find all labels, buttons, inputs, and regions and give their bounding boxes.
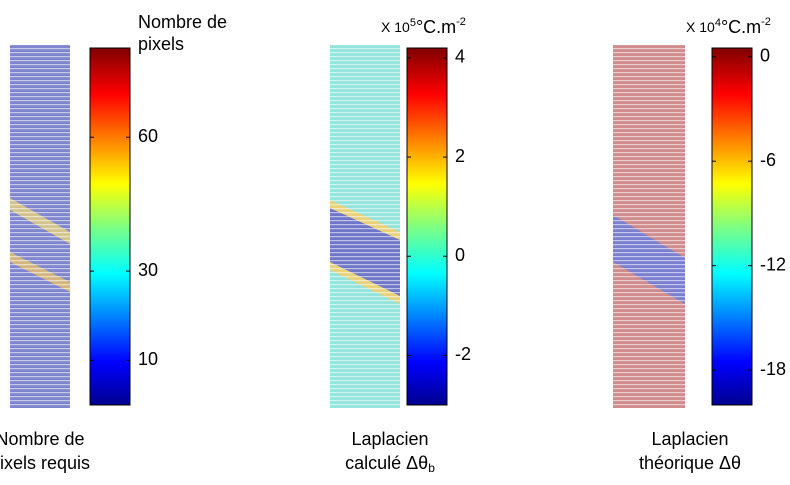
caption-subscript: b: [428, 461, 435, 475]
colorbar-tick-label: -2: [455, 344, 471, 364]
colorbar-tick-label: -12: [760, 254, 786, 274]
colorbar-tick-label: 0: [455, 245, 465, 265]
caption-text: Laplacien: [651, 429, 728, 449]
colorbar-tick-label: 10: [138, 349, 158, 369]
colorbar-tick-label: 0: [760, 45, 770, 65]
colorbar: [89, 47, 131, 406]
unit-part: X 10: [381, 19, 410, 35]
unit-part: 4: [715, 17, 721, 29]
colorbar-tick-label: 60: [138, 126, 158, 146]
heatmap-image: [330, 45, 400, 408]
heatmap-image: [10, 45, 70, 408]
caption: Laplacien: [651, 429, 728, 449]
caption: calculé Δθb: [345, 453, 435, 475]
unit-part: -2: [761, 16, 771, 28]
colorbar-tick-label: 4: [455, 47, 465, 67]
colorbar-tick-label: -18: [760, 359, 786, 379]
caption-text: calculé Δθ: [345, 453, 428, 473]
colorbar: [711, 47, 753, 406]
caption-text: Nombre de: [0, 429, 85, 449]
colorbar-tick-label: 30: [138, 260, 158, 280]
colorbar-tick-label: 2: [455, 146, 465, 166]
unit-part: X 10: [686, 19, 715, 35]
caption: Nombre de: [0, 429, 85, 449]
heatmap-image: [613, 45, 685, 408]
caption-text: théorique Δθ: [639, 453, 741, 473]
colorbar-title: Nombre de: [138, 12, 227, 32]
colorbar-unit: X 105°C.m-2: [381, 16, 466, 37]
caption: théorique Δθ: [639, 453, 741, 473]
unit-part: °C.m: [721, 17, 761, 37]
unit-part: 5: [410, 17, 416, 29]
unit-part: °C.m: [416, 17, 456, 37]
colorbar-title: pixels: [138, 34, 184, 54]
colorbar-unit: X 104°C.m-2: [686, 16, 771, 37]
caption: pixels requis: [0, 453, 90, 473]
caption-text: Laplacien: [351, 429, 428, 449]
colorbar: [406, 47, 448, 406]
unit-part: -2: [456, 16, 466, 28]
caption-text: pixels requis: [0, 453, 90, 473]
colorbar-tick-label: -6: [760, 150, 776, 170]
caption: Laplacien: [351, 429, 428, 449]
